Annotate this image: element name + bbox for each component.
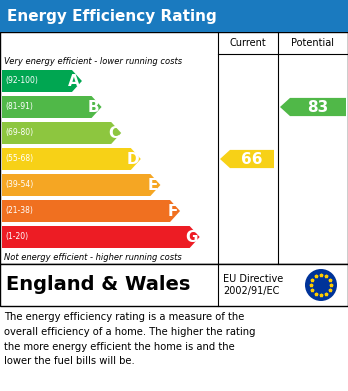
Polygon shape [280, 98, 346, 116]
Text: England & Wales: England & Wales [6, 276, 190, 294]
Text: Not energy efficient - higher running costs: Not energy efficient - higher running co… [4, 253, 182, 262]
Text: A: A [68, 74, 80, 88]
Text: Current: Current [230, 38, 266, 48]
Text: (92-100): (92-100) [5, 77, 38, 86]
Text: (55-68): (55-68) [5, 154, 33, 163]
Text: (39-54): (39-54) [5, 181, 33, 190]
Polygon shape [220, 150, 274, 168]
Text: Potential: Potential [292, 38, 334, 48]
Polygon shape [2, 148, 141, 170]
Text: Very energy efficient - lower running costs: Very energy efficient - lower running co… [4, 57, 182, 66]
Text: (21-38): (21-38) [5, 206, 33, 215]
Text: 2002/91/EC: 2002/91/EC [223, 286, 279, 296]
Text: G: G [185, 230, 198, 244]
Text: D: D [126, 151, 139, 167]
Text: F: F [168, 203, 178, 219]
Text: Energy Efficiency Rating: Energy Efficiency Rating [7, 9, 217, 23]
Text: 66: 66 [241, 151, 263, 167]
Polygon shape [2, 122, 121, 144]
Text: (1-20): (1-20) [5, 233, 28, 242]
Text: EU Directive: EU Directive [223, 274, 283, 284]
Polygon shape [2, 70, 82, 92]
Bar [0, 264, 348, 306]
Polygon shape [2, 200, 180, 222]
Text: E: E [148, 178, 158, 192]
Bar [0, 32, 348, 264]
Text: The energy efficiency rating is a measure of the
overall efficiency of a home. T: The energy efficiency rating is a measur… [4, 312, 255, 366]
Bar [0, 0, 348, 32]
Polygon shape [2, 174, 160, 196]
Text: 83: 83 [307, 99, 329, 115]
Text: (81-91): (81-91) [5, 102, 33, 111]
Text: B: B [88, 99, 100, 115]
Polygon shape [2, 96, 102, 118]
Text: (69-80): (69-80) [5, 129, 33, 138]
Polygon shape [2, 226, 200, 248]
Circle shape [305, 269, 337, 301]
Text: C: C [108, 126, 119, 140]
